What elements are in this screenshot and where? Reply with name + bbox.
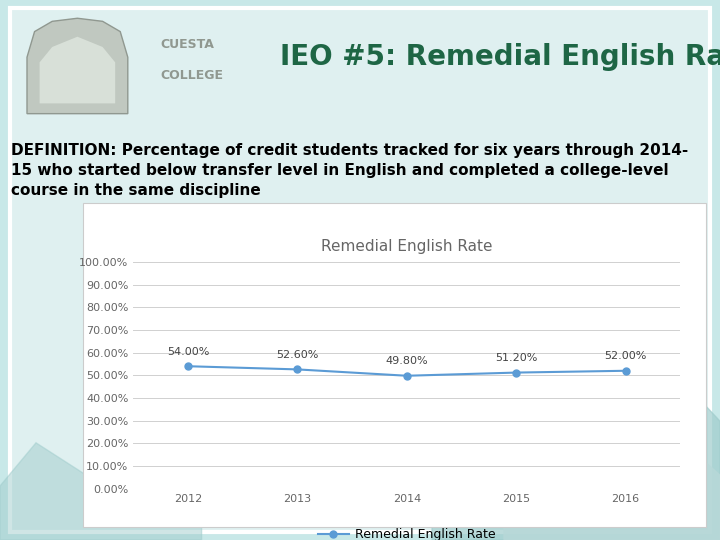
Polygon shape [27,18,128,114]
Polygon shape [432,346,720,540]
Text: 52.60%: 52.60% [276,350,318,360]
Title: Remedial English Rate: Remedial English Rate [321,239,492,254]
FancyBboxPatch shape [10,8,710,532]
Polygon shape [504,432,720,540]
Text: 52.00%: 52.00% [605,351,647,361]
Text: IEO #5: Remedial English Rate: IEO #5: Remedial English Rate [280,43,720,71]
Text: CUESTA: CUESTA [161,38,215,51]
Text: 51.20%: 51.20% [495,353,537,363]
Polygon shape [40,37,115,104]
Text: 54.00%: 54.00% [167,347,209,356]
Text: 49.80%: 49.80% [385,356,428,366]
Legend: Remedial English Rate: Remedial English Rate [312,523,501,540]
Text: DEFINITION: Percentage of credit students tracked for six years through 2014-
15: DEFINITION: Percentage of credit student… [11,143,688,198]
FancyBboxPatch shape [83,202,706,526]
Polygon shape [0,432,202,540]
Text: COLLEGE: COLLEGE [161,69,223,82]
